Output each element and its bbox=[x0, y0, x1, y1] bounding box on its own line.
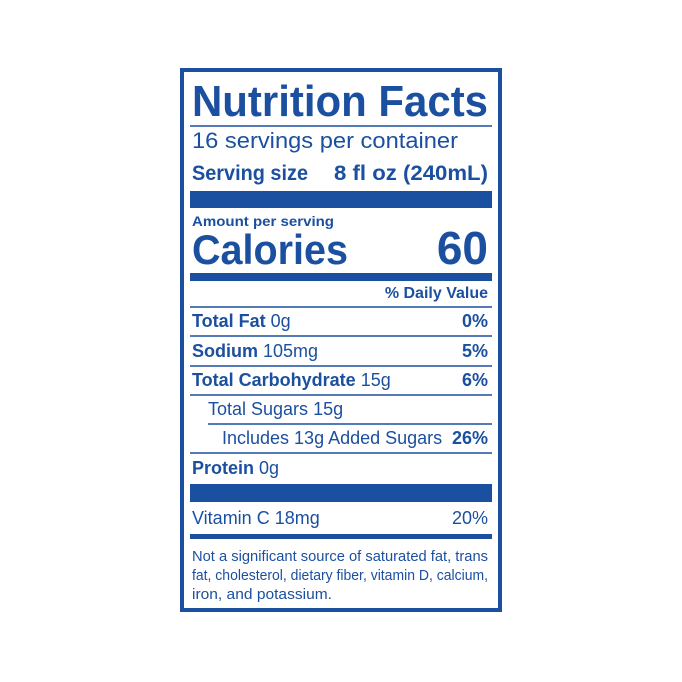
nutrient-dv: 5% bbox=[462, 341, 488, 361]
footnote-line: fat, cholesterol, dietary fiber, vitamin… bbox=[192, 567, 488, 584]
nutrient-row: Sodium 105mg bbox=[192, 341, 318, 361]
nutrient-name: Total Fat bbox=[192, 311, 266, 331]
nutrient-name: Total Sugars bbox=[208, 399, 308, 419]
nutrient-dv: 0% bbox=[462, 311, 488, 331]
nutrient-amount: 0g bbox=[271, 311, 291, 331]
vitamin-dv: 20% bbox=[452, 508, 488, 528]
nutrient-amount: 105mg bbox=[263, 341, 318, 361]
footnote-line: iron, and potassium. bbox=[192, 586, 332, 603]
daily-value-header: % Daily Value bbox=[385, 285, 488, 302]
amount-per-serving: Amount per serving bbox=[192, 213, 334, 229]
medium-bar bbox=[190, 534, 492, 539]
nutrient-row: Total Carbohydrate 15g bbox=[192, 370, 391, 390]
serving-size-label: Serving size bbox=[192, 162, 308, 185]
servings: 16 servings per container bbox=[192, 128, 458, 153]
nutrient-amount: 15g bbox=[313, 399, 343, 419]
nutrient-name: Total Carbohydrate bbox=[192, 370, 356, 390]
medium-bar bbox=[190, 273, 492, 281]
vitamin-row: Vitamin C 18mg bbox=[192, 508, 320, 528]
vitamin-amount: 18mg bbox=[275, 508, 320, 528]
calories-label: Calories bbox=[192, 226, 348, 273]
calories-value: 60 bbox=[437, 222, 488, 274]
title: Nutrition Facts bbox=[192, 77, 488, 126]
serving-size: 8 fl oz (240mL) bbox=[334, 162, 488, 185]
thick-bar bbox=[190, 191, 492, 208]
vitamin-name: Vitamin C bbox=[192, 508, 270, 528]
nutrient-name: Protein bbox=[192, 458, 254, 478]
footnote-line: Not a significant source of saturated fa… bbox=[192, 548, 488, 565]
nutrient-dv: 6% bbox=[462, 370, 488, 390]
label-border bbox=[180, 68, 502, 612]
nutrient-dv: 26% bbox=[452, 428, 488, 448]
nutrient-name: Sodium bbox=[192, 341, 258, 361]
thick-bar bbox=[190, 484, 492, 502]
nutrient-name: Includes 13g Added Sugars bbox=[222, 428, 442, 448]
nutrient-row: Total Fat 0g bbox=[192, 311, 291, 331]
nutrient-amount: 15g bbox=[361, 370, 391, 390]
nutrient-amount: 0g bbox=[259, 458, 279, 478]
nutrient-row: Protein 0g bbox=[192, 458, 279, 478]
nutrient-row: Total Sugars 15g bbox=[208, 399, 343, 419]
